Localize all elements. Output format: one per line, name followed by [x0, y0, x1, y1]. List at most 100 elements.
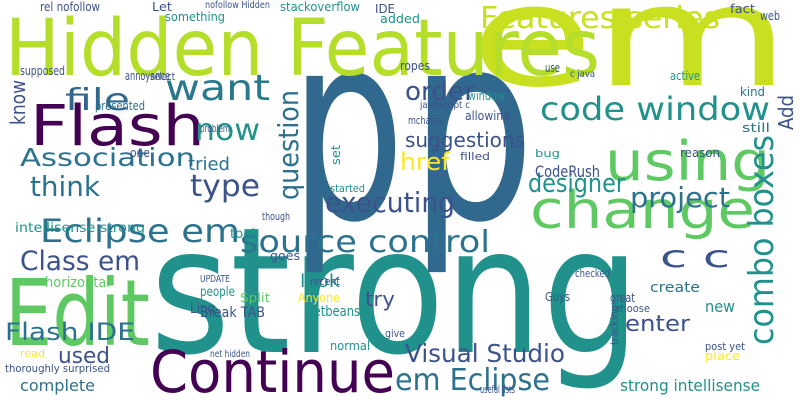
word: project: [630, 181, 730, 214]
word: code window: [540, 90, 770, 128]
word: bug: [535, 147, 560, 160]
word: file: [65, 83, 130, 118]
word: use: [545, 61, 560, 75]
word: p: [290, 0, 405, 280]
word: try: [365, 287, 395, 311]
word: something: [165, 10, 225, 24]
word: thoroughly surprised: [5, 362, 110, 375]
word: Eclipse em: [40, 212, 240, 250]
word: know: [6, 80, 30, 125]
word: strong: [150, 191, 640, 394]
word: allowing: [465, 109, 510, 123]
word: Anyone: [298, 291, 340, 305]
word: goes: [270, 249, 300, 263]
word: Add: [774, 95, 798, 130]
word: one: [130, 146, 150, 160]
word: CodeRush: [535, 162, 600, 181]
word: Flash: [30, 94, 205, 159]
word: mchance: [408, 114, 445, 127]
word: c c: [660, 240, 730, 275]
word: checked: [575, 267, 610, 280]
word: combo boxes: [742, 135, 782, 345]
word: Continue: [150, 338, 395, 400]
word: new: [705, 297, 735, 316]
word: look: [300, 271, 341, 292]
word: strong intellisense: [620, 376, 760, 395]
word: place: [705, 349, 740, 363]
word: though: [262, 210, 290, 223]
word: source control: [240, 225, 490, 260]
word: active: [670, 69, 700, 83]
word: em: [470, 0, 790, 119]
word: complete: [20, 376, 95, 395]
word: enter: [625, 312, 691, 337]
word: order: [405, 77, 475, 107]
word: Association: [20, 143, 195, 172]
word: problem: [200, 122, 230, 135]
word: create: [650, 280, 700, 296]
word: now: [195, 113, 260, 148]
word: UPDATE: [200, 274, 230, 285]
word: supposed: [20, 64, 65, 78]
word: reason: [680, 146, 720, 160]
word: tool: [230, 227, 255, 242]
word: type: [190, 169, 260, 204]
word: Class em: [20, 246, 140, 277]
word: web: [760, 9, 780, 23]
word: still: [742, 121, 770, 135]
word: Split: [240, 291, 270, 305]
word: window: [468, 89, 505, 103]
word: people: [200, 285, 235, 300]
word: Let: [152, 0, 172, 14]
word: rel nofollow: [40, 0, 100, 14]
word: Flash IDE: [5, 318, 135, 346]
word: recent: [310, 275, 341, 288]
word: nofollow Hidden: [205, 0, 270, 11]
word: change: [530, 181, 755, 241]
word: normal: [330, 339, 370, 353]
word: c java: [570, 69, 595, 80]
word: Edit: [5, 260, 150, 367]
word: Hidden Features: [5, 4, 600, 94]
word: Break TAB: [200, 305, 265, 321]
word: filled: [460, 150, 490, 163]
word: think: [30, 170, 101, 203]
word: question: [272, 90, 305, 200]
word: Netbeans: [305, 304, 360, 320]
word: href: [400, 148, 451, 176]
word: stackoverflow: [280, 0, 360, 14]
word: choose: [615, 302, 650, 315]
word: Visual Studio: [405, 339, 565, 368]
word: IDE: [375, 2, 395, 16]
word: started: [330, 182, 365, 195]
word: net hidden: [210, 349, 250, 360]
word: kind: [740, 85, 765, 99]
word: read: [20, 347, 45, 360]
word: designer: [528, 169, 625, 199]
word: Features series: [480, 1, 720, 36]
word: used: [58, 344, 110, 369]
word: give: [385, 327, 405, 340]
word: p: [410, 0, 535, 280]
word: post yet: [705, 340, 746, 353]
word: annoyance: [125, 69, 170, 83]
word: suggestions: [405, 128, 525, 152]
word: tracking: [608, 305, 621, 345]
word: presented: [95, 99, 145, 113]
word: ropes: [400, 59, 430, 73]
word: em Eclipse: [395, 363, 550, 398]
word: Linq: [190, 301, 215, 317]
word: select: [150, 70, 176, 83]
word: Guys: [545, 290, 570, 304]
word: intellisense strong: [15, 221, 145, 236]
word: great: [610, 291, 635, 305]
word: javascript c: [419, 100, 470, 111]
word: using: [605, 130, 770, 193]
word: horizontal: [45, 275, 110, 291]
word: useful lists: [480, 383, 515, 396]
word: fact: [730, 2, 755, 16]
word: executing: [325, 186, 455, 219]
word: added: [380, 12, 420, 26]
